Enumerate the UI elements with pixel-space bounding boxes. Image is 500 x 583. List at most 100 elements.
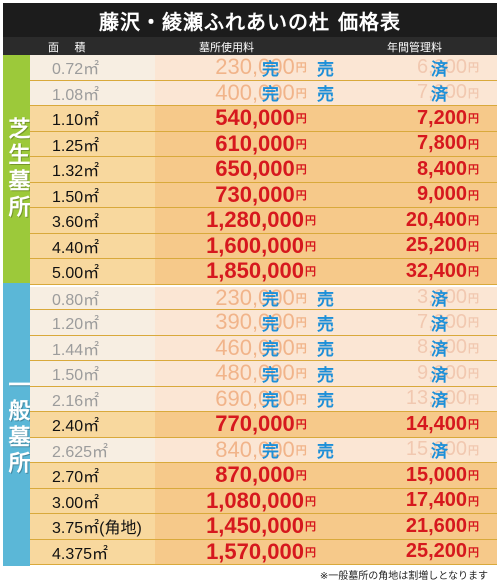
mgmt-value: 3,600 [416,286,467,309]
sold-mark-zumi: 済 [431,391,448,412]
fee-cell: 1,080,000 円 [155,488,367,513]
mgmt-cell: 13,200 円 済 [367,386,497,412]
table-row: 2.70㎡ 870,000 円 15,000 円 [30,462,497,489]
sold-mark-bai: 売 [317,59,334,80]
mgmt-value: 13,200 [405,387,467,410]
mgmt-value: 9,000 [416,361,467,384]
mgmt-cell: 14,400 円 [367,412,497,437]
yen-unit: 円 [468,444,479,457]
yen-unit: 円 [304,215,316,228]
fee-cell: 840,000 円 完 売 [155,437,367,463]
mgmt-cell: 21,600 円 [367,514,497,539]
yen-unit: 円 [468,546,479,559]
mgmt-cell: 7,000 円 済 [367,80,497,106]
table-row: 1.25㎡ 610,000 円 7,800 円 [30,131,497,157]
mgmt-value: 8,400 [416,336,467,359]
sold-mark-bai: 売 [317,391,334,412]
area-cell: 1.50㎡ [30,182,155,207]
yen-unit: 円 [468,240,479,253]
area-cell: 1.20㎡ [30,310,155,335]
mgmt-value: 20,400 [405,208,467,231]
fee-cell: 390,000 円 完 売 [155,309,367,335]
header-area: 面 積 [48,41,92,54]
mgmt-value: 14,400 [405,412,467,435]
mgmt-cell: 8,400 円 済 [367,335,497,361]
mgmt-value: 7,200 [416,106,467,129]
mgmt-value: 15,000 [405,438,467,461]
table-row: 3.60㎡ 1,280,000 円 20,400 円 [30,207,497,234]
table-row: 5.00㎡ 1,850,000 円 32,400 円 [30,258,497,285]
sold-mark-bai: 売 [317,340,334,361]
yen-unit: 円 [468,189,479,202]
footnote: ※一般墓所の角地は割増しとなります [319,571,488,582]
yen-unit: 円 [304,495,316,508]
mgmt-cell: 15,000 円 済 [367,437,497,463]
fee-value: 1,450,000 [206,513,304,539]
header-mgmt: 年間管理料 [387,41,442,54]
fee-value: 230,000 [215,284,295,310]
fee-cell: 1,570,000 円 [155,538,367,564]
mgmt-cell: 15,000 円 [367,463,497,488]
yen-unit: 円 [295,444,307,457]
fee-value: 1,600,000 [206,232,304,258]
area-cell: 3.75㎡(角地) [30,514,155,539]
yen-unit: 円 [295,317,307,330]
fee-value: 230,000 [215,54,295,80]
fee-value: 730,000 [215,181,295,207]
fee-cell: 870,000 円 [155,462,367,488]
area-cell: 1.50㎡ [30,361,155,386]
yen-unit: 円 [468,113,479,126]
category-shiba: 芝生墓所 [3,55,30,283]
yen-unit: 円 [295,164,307,177]
mgmt-cell: 25,200 円 [367,539,497,564]
table-header: 面 積 墓所使用料 年間管理料 [3,37,497,55]
mgmt-cell: 20,400 円 [367,208,497,233]
area-cell: 2.70㎡ [30,463,155,488]
yen-unit: 円 [468,62,479,75]
sold-mark-bai: 売 [317,314,334,335]
mgmt-cell: 8,400 円 [367,157,497,182]
sold-mark-zumi: 済 [431,365,448,386]
mgmt-cell: 6,000 円 済 [367,55,497,80]
sold-mark-kan: 完 [262,340,279,361]
yen-unit: 円 [468,368,479,381]
table-row: 1.32㎡ 650,000 円 8,400 円 [30,156,497,183]
area-cell: 0.72㎡ [30,55,155,80]
yen-unit: 円 [468,521,479,534]
fee-cell: 230,000 円 完 売 [155,284,367,310]
yen-unit: 円 [468,215,479,228]
sold-mark-zumi: 済 [431,340,448,361]
yen-unit: 円 [295,113,307,126]
fee-cell: 540,000 円 [155,105,367,131]
sold-mark-zumi: 済 [431,442,448,463]
yen-unit: 円 [295,189,307,202]
sold-mark-bai: 売 [317,442,334,463]
yen-unit: 円 [468,292,479,305]
table-row: 2.16㎡ 690,000 円完売 13,200 円済 [30,386,497,412]
yen-unit: 円 [468,393,479,406]
mgmt-cell: 17,400 円 [367,488,497,513]
yen-unit: 円 [295,292,307,305]
fee-value: 770,000 [215,411,295,437]
sold-mark-kan: 完 [262,442,279,463]
fee-value: 1,570,000 [206,538,304,564]
table-row: 4.375㎡ 1,570,000 円 25,200 円 [30,538,497,565]
fee-cell: 230,000 円 完 売 [155,54,367,80]
yen-unit: 円 [295,419,307,432]
mgmt-value: 9,000 [416,183,467,206]
area-cell: 5.00㎡ [30,259,155,284]
area-cell: 2.40㎡ [30,412,155,437]
yen-unit: 円 [468,266,479,279]
mgmt-value: 7,000 [416,81,467,104]
yen-unit: 円 [468,419,479,432]
area-cell: 4.375㎡ [30,539,155,564]
area-cell: 2.16㎡ [30,386,155,411]
sold-mark-kan: 完 [262,365,279,386]
area-cell: 1.44㎡ [30,335,155,360]
area-cell: 1.25㎡ [30,131,155,156]
yen-unit: 円 [295,87,307,100]
sold-mark-zumi: 済 [431,85,448,106]
table-row: 3.75㎡(角地) 1,450,000 円 21,600 円 [30,513,497,540]
mgmt-value: 15,000 [405,463,467,486]
yen-unit: 円 [304,521,316,534]
